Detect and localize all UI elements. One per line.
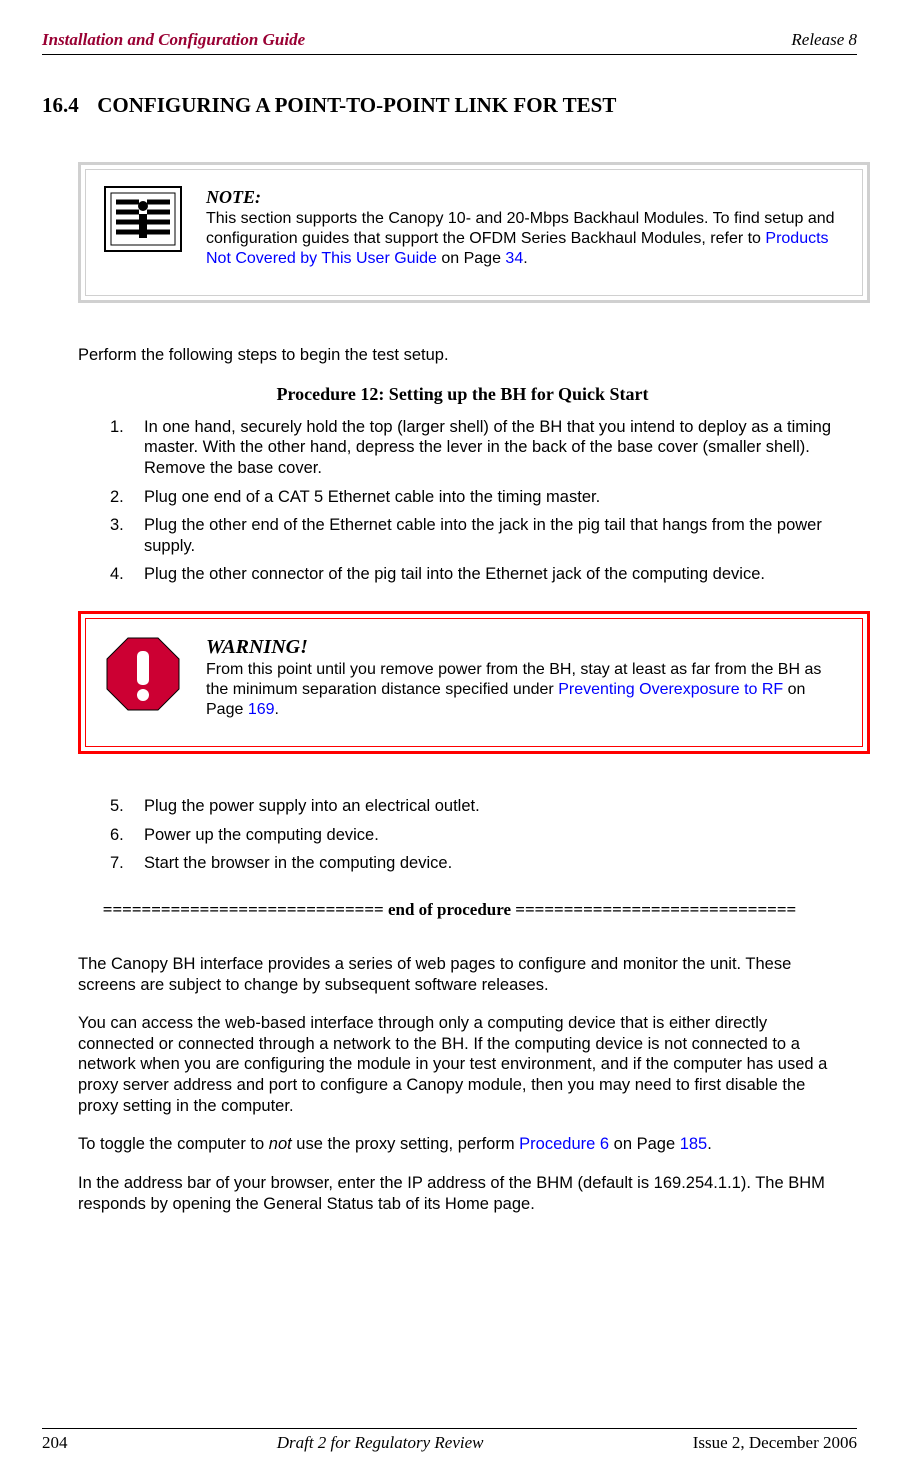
p3-c: on Page bbox=[609, 1135, 680, 1153]
note-icon bbox=[104, 186, 182, 257]
step-item: 6.Power up the computing device. bbox=[110, 825, 847, 846]
paragraph-3: To toggle the computer to not use the pr… bbox=[78, 1134, 847, 1155]
step-item: 5.Plug the power supply into an electric… bbox=[110, 796, 847, 817]
note-text-mid: on Page bbox=[437, 250, 506, 267]
footer-page-number: 204 bbox=[42, 1433, 68, 1453]
header-title-right: Release 8 bbox=[791, 30, 857, 50]
step-text: Plug the power supply into an electrical… bbox=[144, 796, 847, 817]
paragraph-2: You can access the web-based interface t… bbox=[78, 1013, 847, 1116]
step-item: 4.Plug the other connector of the pig ta… bbox=[110, 564, 847, 585]
steps-list-b: 5.Plug the power supply into an electric… bbox=[110, 796, 847, 874]
p3-ital: not bbox=[269, 1135, 292, 1153]
warning-link[interactable]: Preventing Overexposure to RF bbox=[558, 681, 783, 698]
step-text: Start the browser in the computing devic… bbox=[144, 853, 847, 874]
paragraph-4: In the address bar of your browser, ente… bbox=[78, 1173, 847, 1214]
step-text: Plug the other connector of the pig tail… bbox=[144, 564, 847, 585]
warning-title: WARNING! bbox=[206, 636, 308, 658]
section-title: CONFIGURING A POINT-TO-POINT LINK FOR TE… bbox=[97, 93, 616, 117]
step-number: 7. bbox=[110, 853, 144, 874]
step-text: Power up the computing device. bbox=[144, 825, 847, 846]
step-item: 2.Plug one end of a CAT 5 Ethernet cable… bbox=[110, 487, 847, 508]
step-item: 1.In one hand, securely hold the top (la… bbox=[110, 417, 847, 479]
section-number: 16.4 bbox=[42, 93, 92, 118]
step-number: 4. bbox=[110, 564, 144, 585]
p3-a: To toggle the computer to bbox=[78, 1135, 269, 1153]
step-number: 1. bbox=[110, 417, 144, 479]
step-number: 2. bbox=[110, 487, 144, 508]
step-text: Plug one end of a CAT 5 Ethernet cable i… bbox=[144, 487, 847, 508]
warning-text-after: . bbox=[275, 701, 279, 718]
warning-icon bbox=[104, 635, 182, 718]
page-header: Installation and Configuration Guide Rel… bbox=[42, 30, 857, 50]
note-title: NOTE: bbox=[206, 187, 261, 207]
note-page-link[interactable]: 34 bbox=[505, 250, 523, 267]
note-text-before: This section supports the Canopy 10- and… bbox=[206, 210, 835, 247]
step-text: Plug the other end of the Ethernet cable… bbox=[144, 515, 847, 556]
p3-d: . bbox=[707, 1135, 712, 1153]
step-text: In one hand, securely hold the top (larg… bbox=[144, 417, 847, 479]
p3-b: use the proxy setting, perform bbox=[292, 1135, 519, 1153]
step-number: 6. bbox=[110, 825, 144, 846]
step-number: 5. bbox=[110, 796, 144, 817]
steps-list-a: 1.In one hand, securely hold the top (la… bbox=[110, 417, 847, 585]
procedure-title: Procedure 12: Setting up the BH for Quic… bbox=[78, 384, 847, 405]
step-item: 3.Plug the other end of the Ethernet cab… bbox=[110, 515, 847, 556]
section-heading: 16.4 CONFIGURING A POINT-TO-POINT LINK F… bbox=[42, 93, 857, 118]
end-of-procedure: ============================= end of pro… bbox=[42, 900, 857, 920]
header-rule bbox=[42, 54, 857, 55]
header-title-left: Installation and Configuration Guide bbox=[42, 30, 305, 50]
page-footer: 204 Draft 2 for Regulatory Review Issue … bbox=[42, 1428, 857, 1453]
p3-link[interactable]: Procedure 6 bbox=[519, 1135, 609, 1153]
step-number: 3. bbox=[110, 515, 144, 556]
paragraph-1: The Canopy BH interface provides a serie… bbox=[78, 954, 847, 995]
footer-mid-text: Draft 2 for Regulatory Review bbox=[277, 1433, 484, 1453]
warning-callout: WARNING! From this point until you remov… bbox=[78, 611, 870, 754]
intro-paragraph: Perform the following steps to begin the… bbox=[78, 345, 847, 366]
note-callout: NOTE: This section supports the Canopy 1… bbox=[78, 162, 870, 303]
p3-page-link[interactable]: 185 bbox=[680, 1135, 708, 1153]
warning-body: WARNING! From this point until you remov… bbox=[206, 635, 844, 720]
step-item: 7.Start the browser in the computing dev… bbox=[110, 853, 847, 874]
note-body: NOTE: This section supports the Canopy 1… bbox=[206, 186, 844, 269]
footer-right-text: Issue 2, December 2006 bbox=[693, 1433, 857, 1453]
note-text-after: . bbox=[523, 250, 527, 267]
warning-page-link[interactable]: 169 bbox=[248, 701, 275, 718]
footer-rule bbox=[42, 1428, 857, 1429]
